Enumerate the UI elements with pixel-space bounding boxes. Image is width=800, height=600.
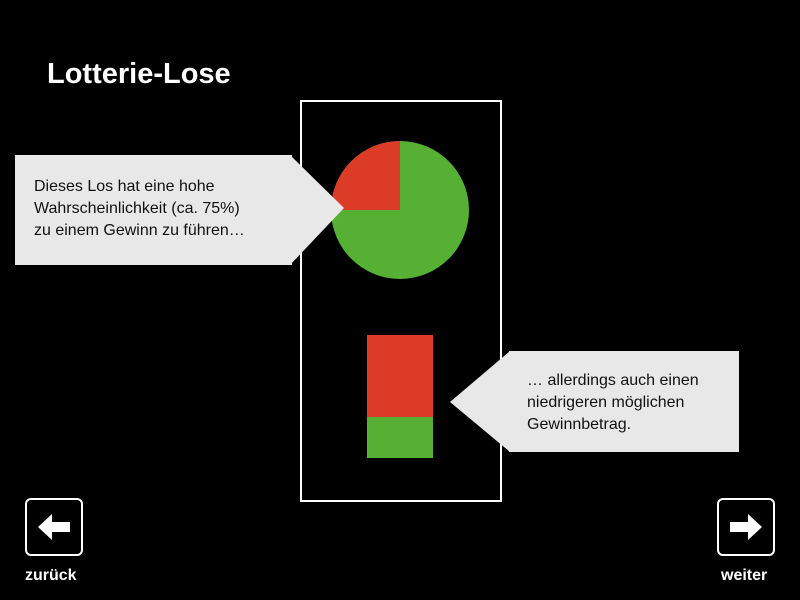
- callout-probability: Dieses Los hat eine hohe Wahrscheinlichk…: [15, 155, 292, 265]
- callout-payout-line-1: … allerdings auch einen: [527, 372, 699, 389]
- pie-slice-loss: [331, 141, 400, 210]
- next-button[interactable]: [717, 498, 775, 556]
- callout-payout: … allerdings auch einen niedrigeren mögl…: [509, 351, 739, 452]
- payout-bar-segment-red: [367, 335, 433, 417]
- arrow-right-icon: [730, 514, 762, 540]
- callout-payout-line-3: Gewinnbetrag.: [527, 416, 632, 433]
- back-button[interactable]: [25, 498, 83, 556]
- arrow-left-icon: [38, 514, 70, 540]
- next-label[interactable]: weiter: [721, 567, 768, 584]
- callout-probability-line-3: zu einem Gewinn zu führen…: [34, 222, 245, 239]
- payout-bar-segment-green: [367, 417, 433, 458]
- lottery-ticket-frame: [300, 100, 502, 502]
- page-title: Lotterie-Lose: [47, 58, 231, 90]
- callout-payout-line-2: niedrigeren möglichen: [527, 394, 685, 411]
- back-label[interactable]: zurück: [25, 567, 77, 584]
- win-probability-pie: [331, 141, 469, 279]
- callout-probability-line-2: Wahrscheinlichkeit (ca. 75%): [34, 200, 240, 217]
- payout-bar: [367, 335, 433, 458]
- callout-probability-line-1: Dieses Los hat eine hohe: [34, 178, 215, 195]
